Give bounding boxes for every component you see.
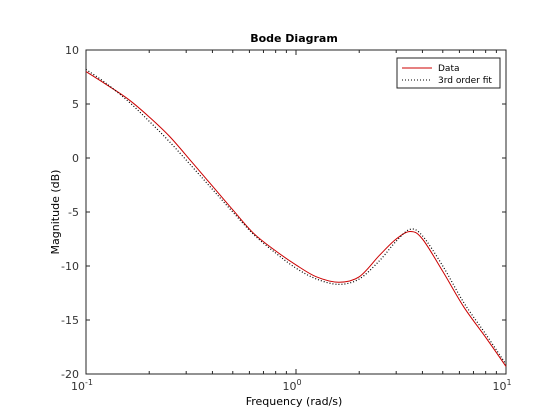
x-axis-label: Frequency (rad/s) [246,395,343,408]
y-tick-label: 5 [72,98,79,111]
y-tick-label: 0 [72,152,79,165]
y-tick-label: -10 [61,260,79,273]
y-tick-label: -5 [68,206,79,219]
y-axis-label: Magnitude (dB) [49,170,62,255]
fit-series-line [85,68,507,365]
y-tick-label: -15 [61,314,79,327]
plot-area [85,49,507,375]
x-tick-label: 100 [282,378,301,393]
x-tick-label: 10-1 [71,378,93,393]
y-tick-label: 10 [65,44,79,57]
series-layer [85,68,507,367]
legend-box [396,57,501,89]
chart-title: Bode Diagram [250,32,338,45]
data-series-line [85,71,507,367]
legend: Data 3rd order fit [396,57,501,89]
y-tick-label: -20 [61,368,79,381]
legend-label-data: Data [438,64,460,74]
legend-label-fit: 3rd order fit [438,76,492,86]
x-tick-label: 101 [492,378,511,393]
